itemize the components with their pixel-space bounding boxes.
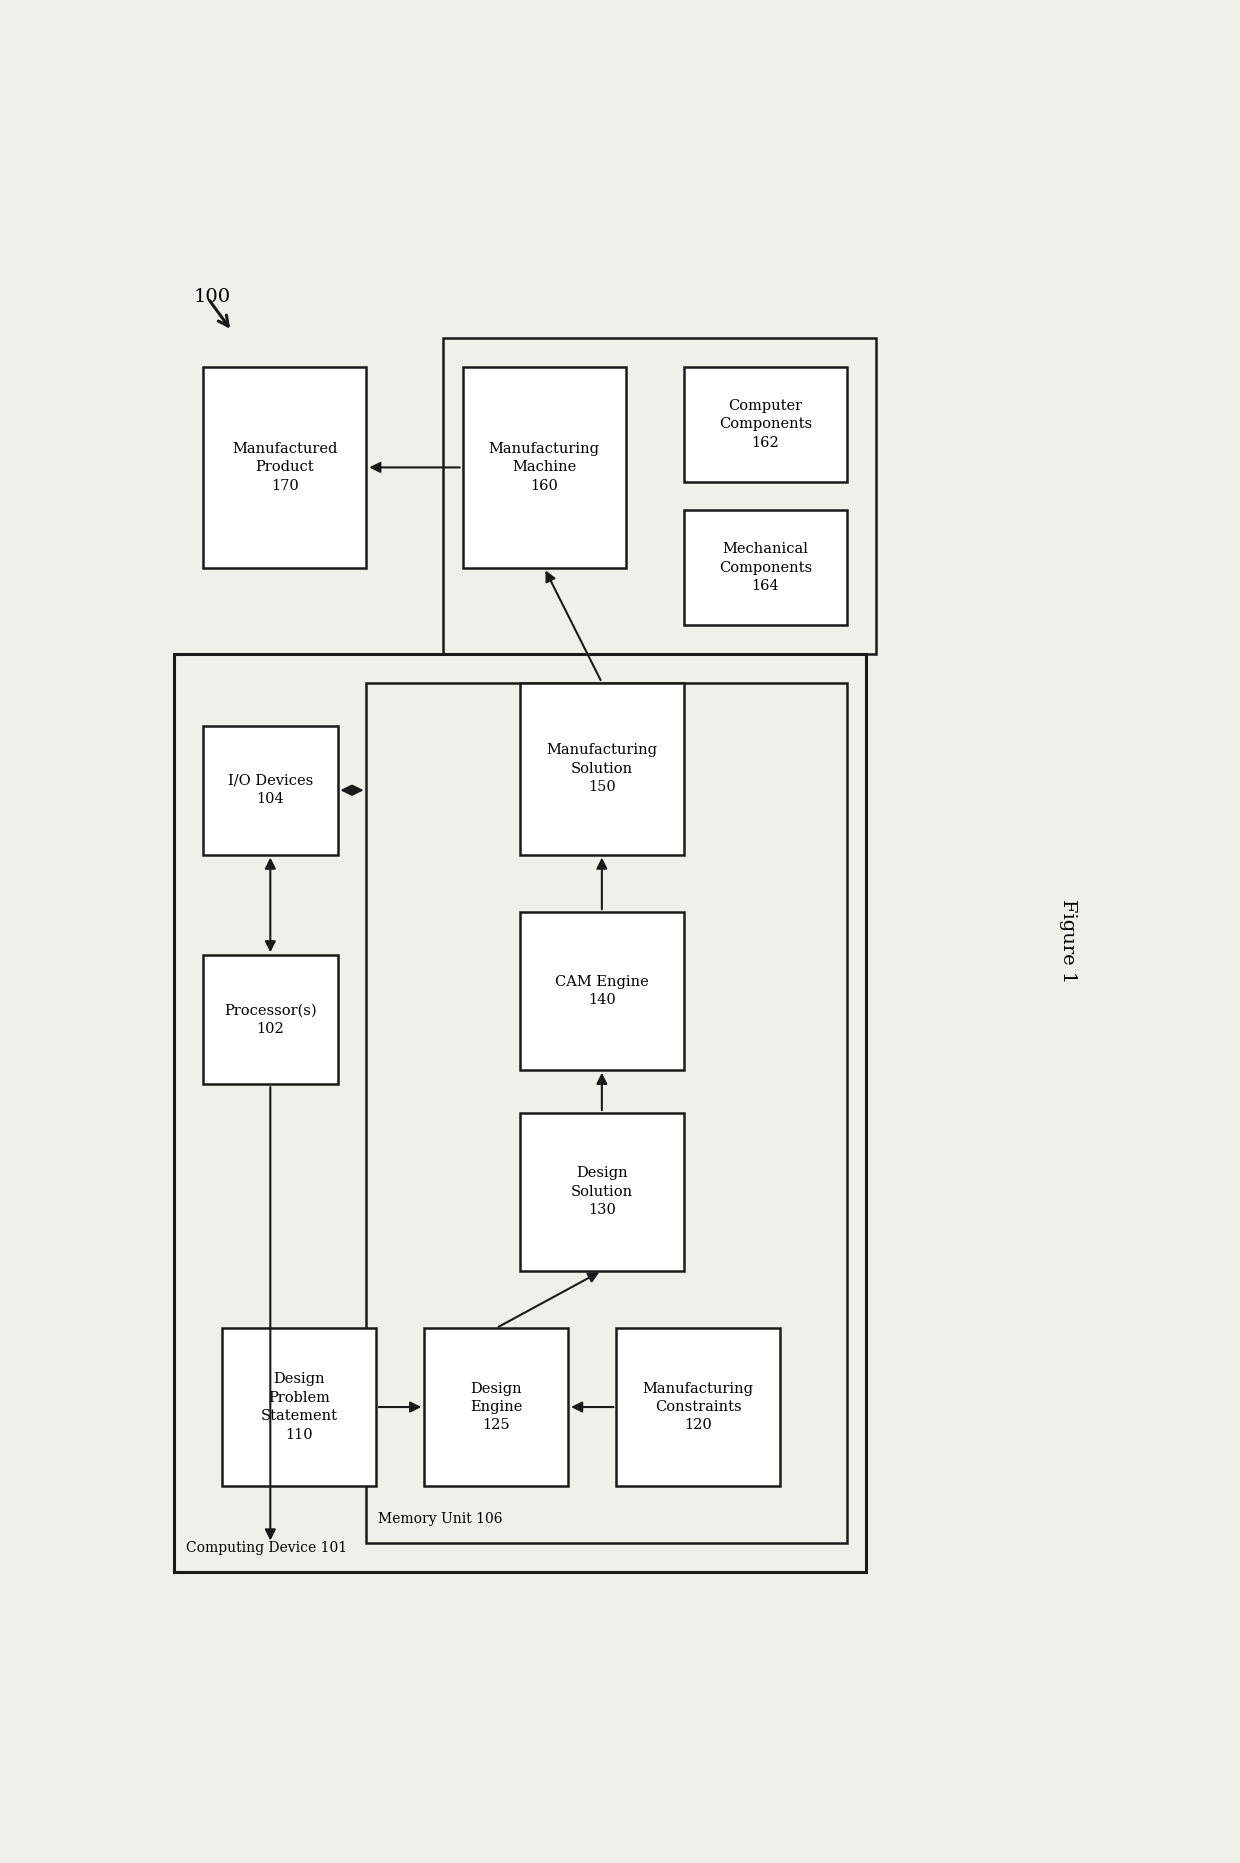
- Bar: [683, 367, 847, 483]
- Text: CAM Engine
140: CAM Engine 140: [556, 974, 649, 1008]
- Bar: [222, 1328, 376, 1487]
- Bar: [616, 1328, 780, 1487]
- Text: I/O Devices
104: I/O Devices 104: [228, 773, 312, 807]
- Text: Processor(s)
102: Processor(s) 102: [224, 1004, 316, 1036]
- Text: Design
Problem
Statement
110: Design Problem Statement 110: [260, 1373, 337, 1442]
- Text: 100: 100: [193, 289, 231, 306]
- Bar: [683, 510, 847, 626]
- Text: Design
Engine
125: Design Engine 125: [470, 1382, 522, 1433]
- Bar: [463, 367, 626, 568]
- Text: Figure 1: Figure 1: [1059, 898, 1078, 984]
- Bar: [521, 913, 683, 1069]
- Text: Manufacturing
Machine
160: Manufacturing Machine 160: [489, 442, 600, 494]
- Bar: [424, 1328, 568, 1487]
- Text: Computer
Components
162: Computer Components 162: [719, 399, 812, 449]
- Bar: [203, 956, 337, 1084]
- Bar: [521, 1112, 683, 1271]
- Text: Manufactured
Product
170: Manufactured Product 170: [232, 442, 337, 494]
- Text: Design
Solution
130: Design Solution 130: [570, 1166, 632, 1217]
- Bar: [367, 682, 847, 1543]
- Text: Manufacturing
Constraints
120: Manufacturing Constraints 120: [642, 1382, 754, 1433]
- Bar: [521, 682, 683, 855]
- Text: Manufacturing
Solution
150: Manufacturing Solution 150: [547, 743, 657, 794]
- Bar: [203, 367, 367, 568]
- Text: Computing Device 101: Computing Device 101: [186, 1541, 347, 1556]
- Bar: [203, 727, 337, 855]
- Text: Memory Unit 106: Memory Unit 106: [378, 1513, 502, 1526]
- Text: Mechanical
Components
164: Mechanical Components 164: [719, 542, 812, 592]
- Bar: [174, 654, 866, 1572]
- Bar: [444, 339, 875, 654]
